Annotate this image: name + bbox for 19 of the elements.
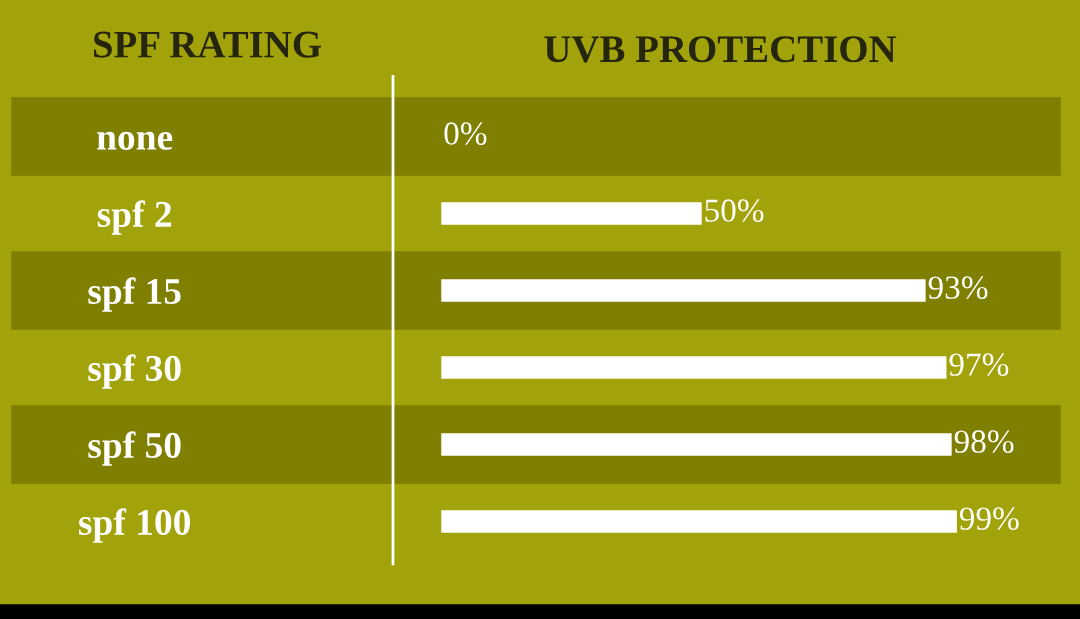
y-tick-label: spf 2 bbox=[97, 200, 172, 235]
data-label: 98% bbox=[954, 430, 1014, 453]
y-tick-label: spf 50 bbox=[88, 431, 181, 466]
chart-title: UVB PROTECTION bbox=[544, 36, 897, 63]
bar bbox=[441, 202, 702, 225]
bar bbox=[441, 356, 947, 379]
y-axis-title: SPF RATING bbox=[94, 31, 321, 58]
y-tick-label: spf 30 bbox=[88, 354, 181, 389]
bar bbox=[441, 279, 926, 302]
data-label: 50% bbox=[705, 199, 764, 222]
data-label: 97% bbox=[949, 353, 1009, 376]
y-tick-label: none bbox=[97, 131, 173, 150]
bar bbox=[441, 433, 952, 456]
y-tick-label: spf 100 bbox=[79, 508, 191, 543]
bar bbox=[441, 510, 957, 533]
data-label: 93% bbox=[928, 276, 988, 299]
y-tick-label: spf 15 bbox=[88, 277, 181, 312]
data-label: 0% bbox=[444, 122, 487, 145]
data-label: 99% bbox=[959, 507, 1019, 530]
